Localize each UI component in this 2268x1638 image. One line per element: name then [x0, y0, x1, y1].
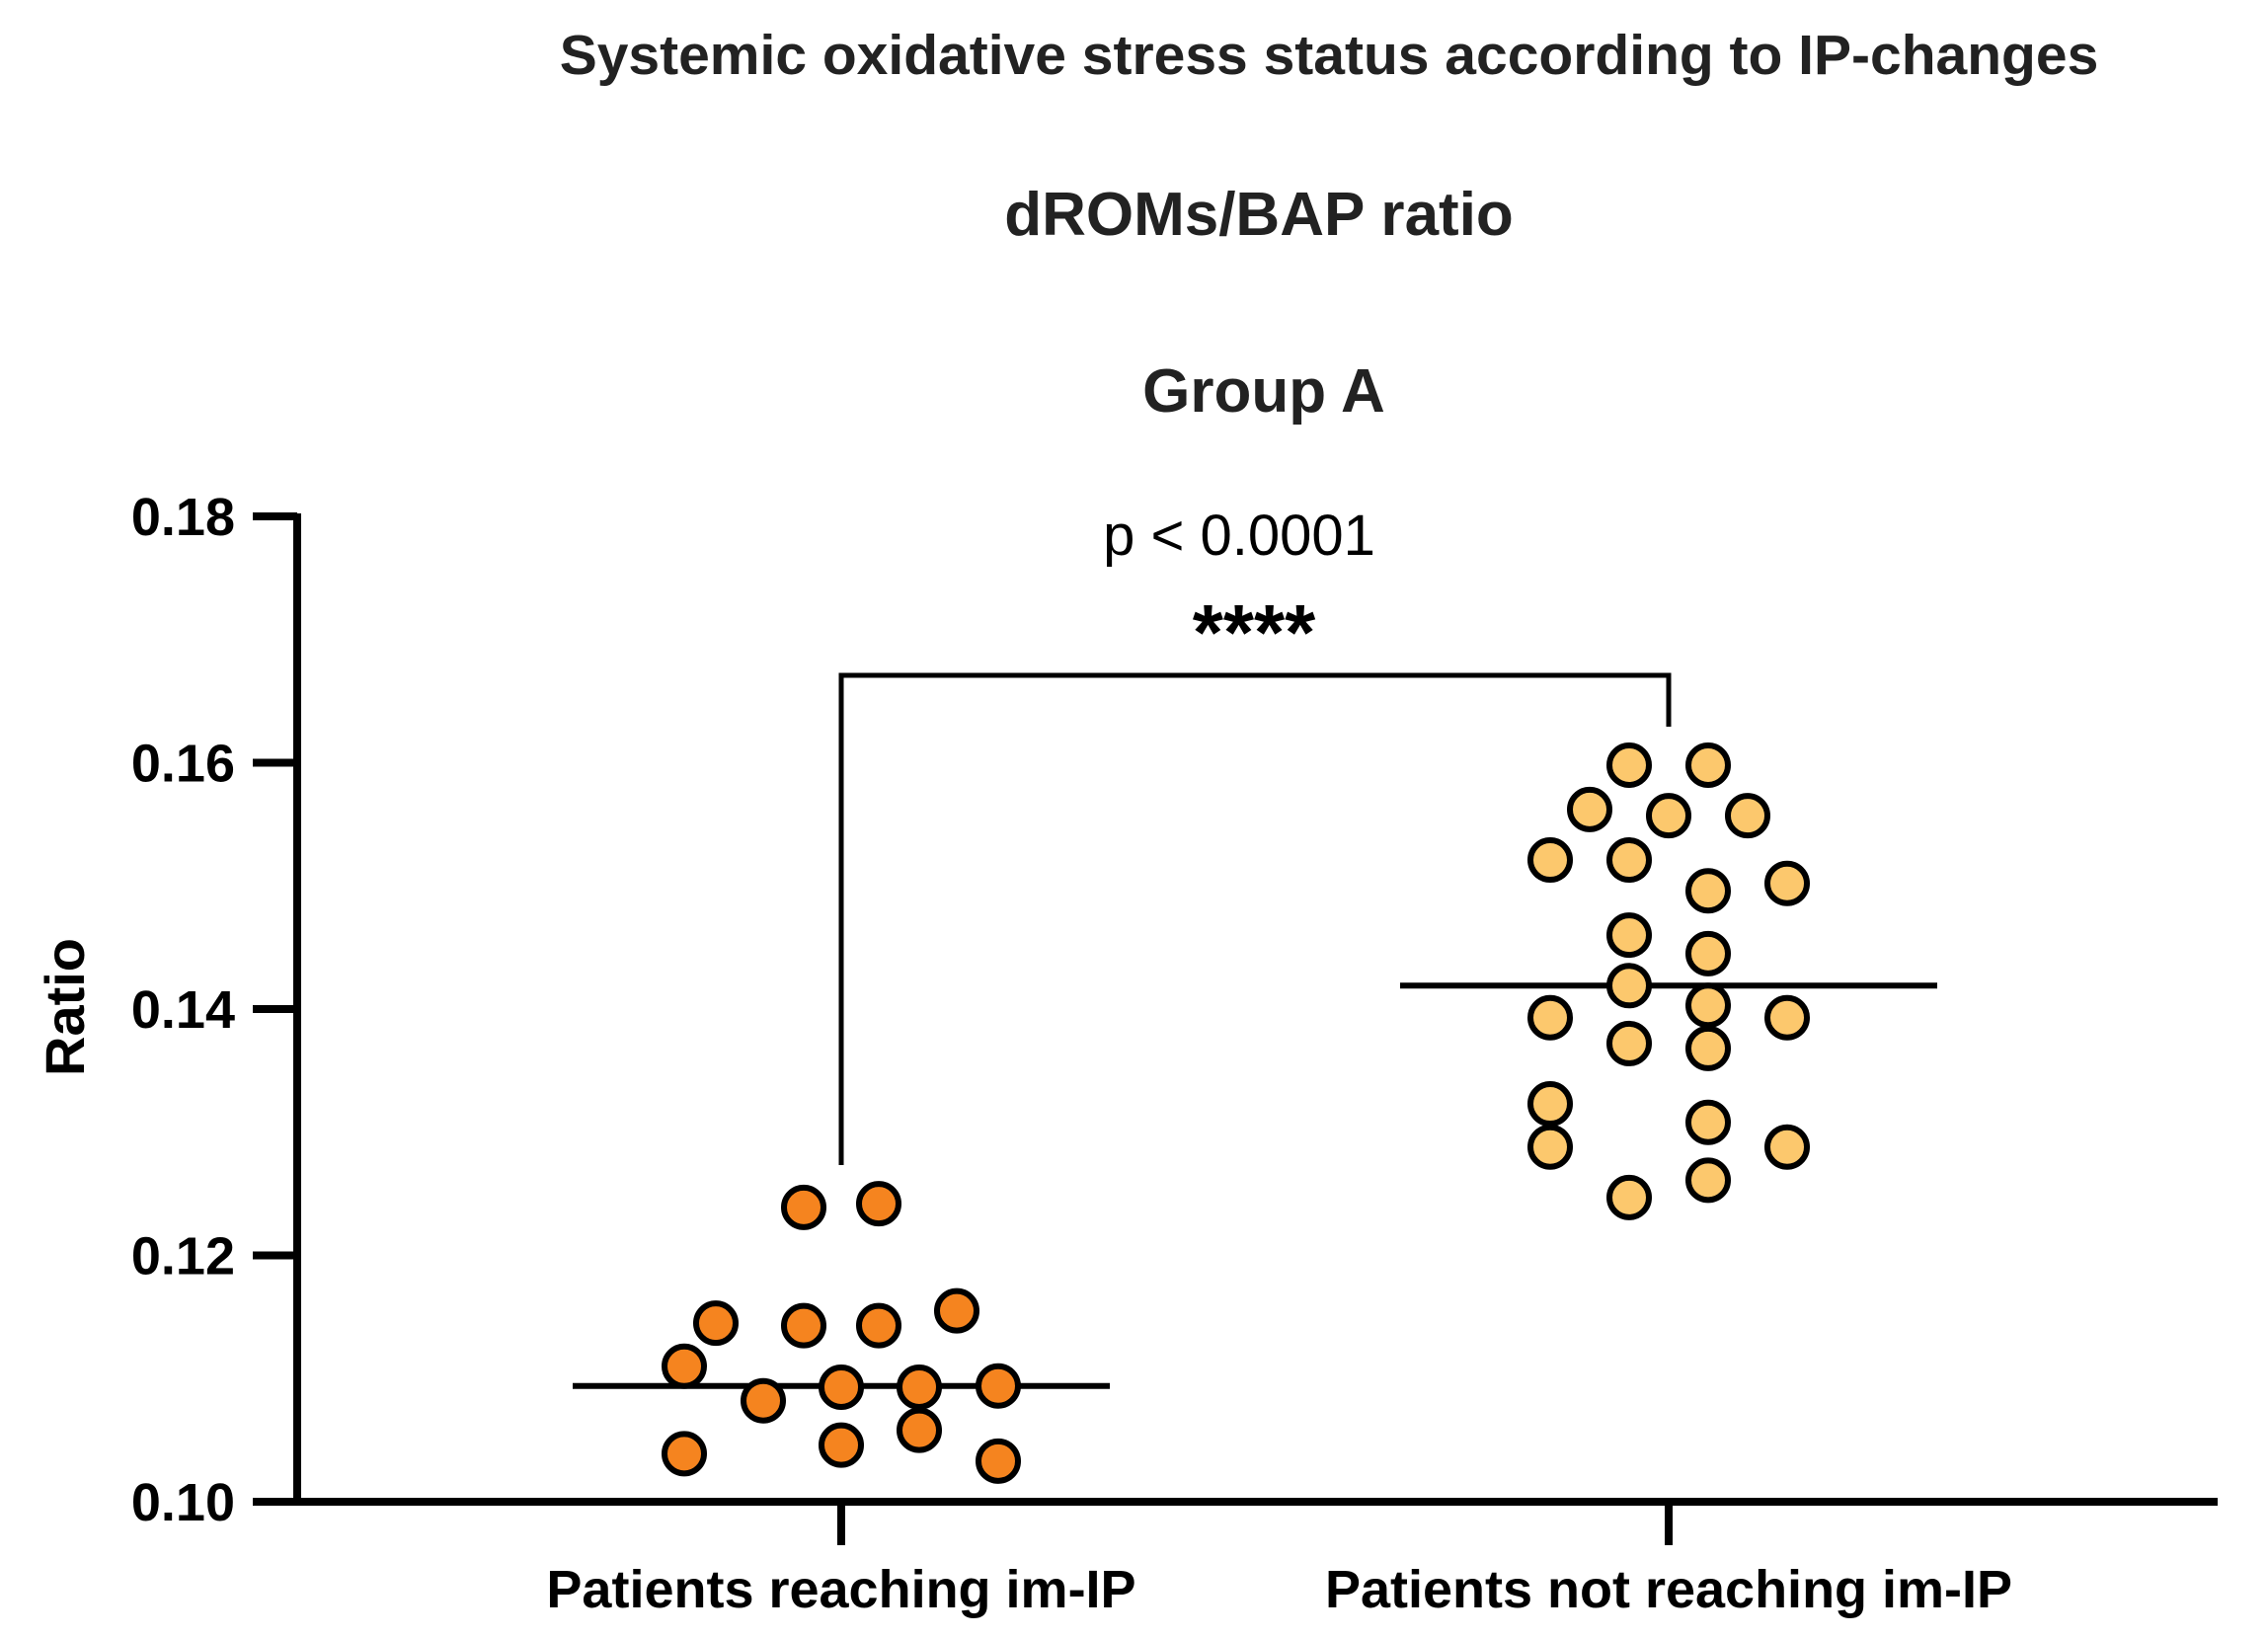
data-point [1685, 868, 1731, 914]
data-point [856, 1302, 901, 1349]
data-point [741, 1377, 786, 1424]
data-points [662, 741, 1810, 1484]
y-axis-title: Ratio [34, 938, 96, 1076]
data-point [1764, 1124, 1810, 1170]
data-point [1764, 860, 1810, 906]
data-point [1685, 741, 1731, 788]
data-point [1685, 1157, 1731, 1204]
y-tick-label: 0.14 [131, 980, 235, 1040]
data-point [1606, 1020, 1652, 1066]
chart-subtitle: dROMs/BAP ratio [1004, 181, 1514, 249]
bracket-line [838, 672, 1672, 1165]
data-point [819, 1422, 864, 1468]
data-point [1685, 930, 1731, 976]
data-point [897, 1407, 942, 1453]
data-point [976, 1438, 1021, 1484]
data-point [934, 1287, 979, 1334]
x-category-label: Patients not reaching im-IP [1325, 1560, 2012, 1619]
p-value-label: p < 0.0001 [1103, 504, 1375, 568]
data-point [1606, 837, 1652, 884]
data-point [1685, 1099, 1731, 1145]
data-point [781, 1184, 826, 1230]
median-lines [573, 982, 1937, 1389]
x-ticks: Patients reaching im-IP Patients not reac… [546, 1502, 2012, 1619]
data-point [781, 1302, 826, 1349]
data-point [1527, 1124, 1573, 1170]
y-tick-label: 0.12 [131, 1227, 235, 1287]
data-point [1567, 786, 1612, 832]
data-point [1725, 793, 1770, 839]
data-point [1764, 994, 1810, 1041]
data-point [976, 1363, 1021, 1409]
x-category-label: Patients reaching im-IP [546, 1560, 1135, 1619]
data-point [819, 1364, 864, 1410]
data-point [1606, 1174, 1652, 1220]
data-point [1527, 837, 1573, 884]
panel-title: Group A [1142, 357, 1385, 426]
y-ticks: 0.10 0.12 0.14 0.16 0.18 [131, 488, 297, 1532]
data-point [856, 1181, 901, 1227]
data-point [1606, 912, 1652, 959]
data-point [1685, 1025, 1731, 1071]
significance-stars: **** [1193, 588, 1316, 676]
data-point [897, 1364, 942, 1410]
significance-bracket: p < 0.0001 **** [838, 504, 1672, 1165]
y-tick-label: 0.16 [131, 735, 235, 794]
data-point [662, 1343, 707, 1389]
data-point [1685, 982, 1731, 1029]
data-point [1527, 1081, 1573, 1128]
chart-title: Systemic oxidative stress status accordi… [560, 24, 2099, 87]
data-point [1606, 741, 1652, 788]
y-tick-label: 0.18 [131, 488, 235, 547]
data-point [1646, 793, 1691, 839]
data-point [693, 1300, 739, 1347]
data-point [662, 1431, 707, 1477]
y-tick-label: 0.10 [131, 1473, 235, 1532]
data-point [1606, 963, 1652, 1009]
data-point [1527, 994, 1573, 1041]
